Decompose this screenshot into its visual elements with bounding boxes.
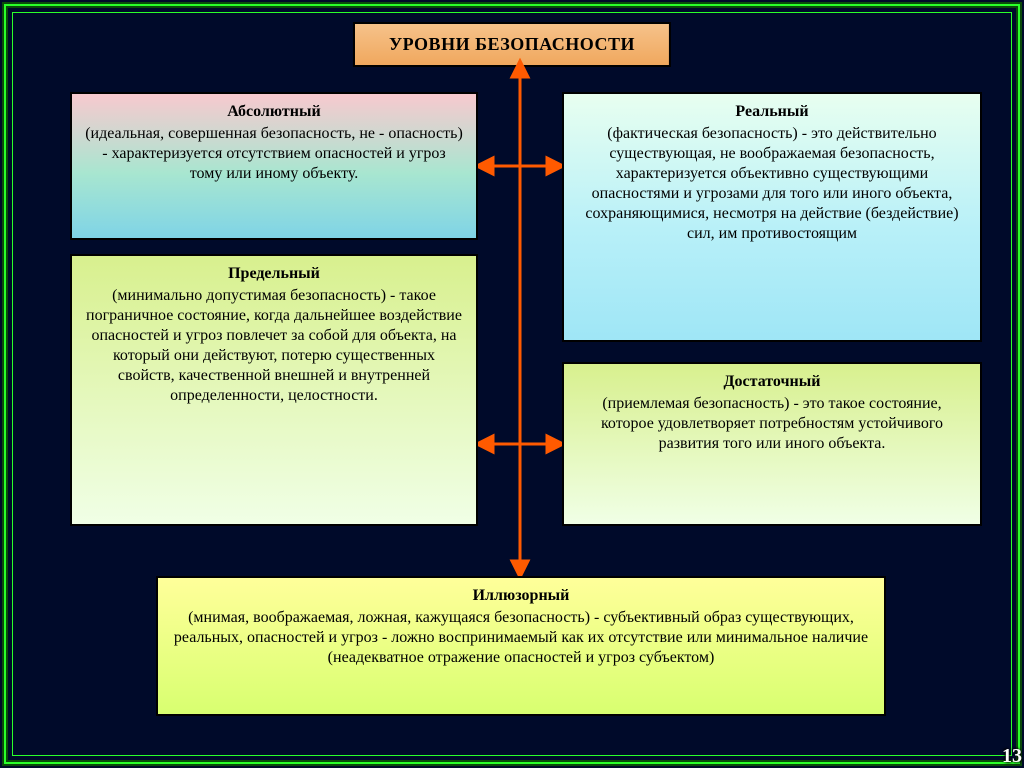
box-sufficient-title: Достаточный bbox=[576, 372, 968, 392]
box-limit: Предельный (минимально допустимая безопа… bbox=[70, 254, 478, 526]
title-text: УРОВНИ БЕЗОПАСНОСТИ bbox=[389, 34, 635, 54]
box-sufficient: Достаточный (приемлемая безопасность) - … bbox=[562, 362, 982, 526]
box-illusory-body: (мнимая, воображаемая, ложная, кажущаяся… bbox=[170, 608, 872, 668]
box-real-body: (фактическая безопасность) - это действи… bbox=[576, 124, 968, 244]
box-limit-title: Предельный bbox=[84, 264, 464, 284]
box-absolute: Абсолютный (идеальная, совершенная безоп… bbox=[70, 92, 478, 240]
slide-content: УРОВНИ БЕЗОПАСНОСТИ Абсолютный (идеальна… bbox=[18, 18, 1006, 750]
box-illusory-title: Иллюзорный bbox=[170, 586, 872, 606]
box-absolute-body: (идеальная, совершенная безопасность, не… bbox=[84, 124, 464, 184]
box-limit-body: (минимально допустимая безопасность) - т… bbox=[84, 286, 464, 406]
box-sufficient-body: (приемлемая безопасность) - это такое со… bbox=[576, 394, 968, 454]
box-illusory: Иллюзорный (мнимая, воображаемая, ложная… bbox=[156, 576, 886, 716]
box-real-title: Реальный bbox=[576, 102, 968, 122]
box-absolute-title: Абсолютный bbox=[84, 102, 464, 122]
box-real: Реальный (фактическая безопасность) - эт… bbox=[562, 92, 982, 342]
slide-number: 13 bbox=[1002, 745, 1022, 768]
title-box: УРОВНИ БЕЗОПАСНОСТИ bbox=[353, 22, 671, 67]
